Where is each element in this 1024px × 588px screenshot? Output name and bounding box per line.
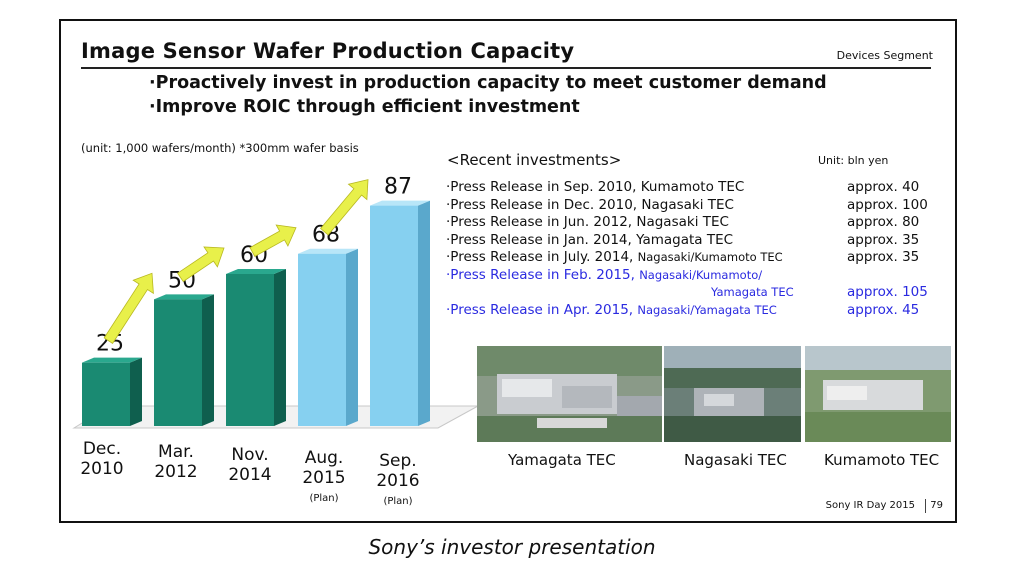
bar-side [202, 294, 214, 426]
investment-text: ·Press Release in Dec. 2010, Nagasaki TE… [446, 196, 734, 213]
investment-description: ·Press Release in Sep. 2010, Kumamoto TE… [446, 179, 744, 195]
investments-header: <Recent investments> [447, 151, 622, 169]
slide-title: Image Sensor Wafer Production Capacity [81, 39, 575, 63]
x-tick-label: Mar. [158, 442, 194, 462]
growth-arrow [103, 272, 154, 344]
bar [82, 362, 130, 426]
unit-note: (unit: 1,000 wafers/month) *300mm wafer … [81, 141, 359, 155]
kumamoto-photo [805, 346, 951, 442]
investment-row: ·Press Release in Dec. 2010, Nagasaki TE… [446, 197, 951, 215]
investment-text: ·Press Release in July. 2014, [446, 249, 638, 265]
investment-row: ·Press Release in Sep. 2010, Kumamoto TE… [446, 179, 951, 197]
investment-row: ·Press Release in Feb. 2015, Nagasaki/Ku… [446, 267, 951, 285]
investments-list: ·Press Release in Sep. 2010, Kumamoto TE… [446, 179, 951, 319]
x-tick-note: (Plan) [309, 493, 338, 504]
x-tick-label: Nov. [231, 445, 268, 465]
investment-description: ·Press Release in Jan. 2014, Yamagata TE… [446, 232, 733, 248]
page-number: 79 [930, 500, 943, 511]
bar-top [154, 294, 214, 300]
investment-row: ·Press Release in Jan. 2014, Yamagata TE… [446, 232, 951, 250]
investment-description: ·Press Release in Feb. 2015, Nagasaki/Ku… [446, 267, 762, 283]
x-tick-label: Dec. [83, 439, 121, 459]
bullet-1: ·Proactively invest in production capaci… [149, 73, 827, 93]
footer-separator [925, 499, 926, 513]
photo-label-nagasaki: Nagasaki TEC [684, 451, 787, 469]
investment-row: ·Press Release in Jun. 2012, Nagasaki TE… [446, 214, 951, 232]
investment-row: ·Press Release in July. 2014, Nagasaki/K… [446, 249, 951, 267]
investment-text: ·Press Release in Feb. 2015, [446, 266, 640, 283]
growth-arrow [249, 224, 297, 257]
bar-top [370, 200, 430, 206]
bar [298, 253, 346, 426]
investment-description: ·Press Release in Dec. 2010, Nagasaki TE… [446, 197, 734, 213]
investment-description: ·Press Release in Apr. 2015, Nagasaki/Ya… [446, 302, 777, 318]
x-tick-label: Aug. [305, 448, 344, 468]
nagasaki-photo [664, 346, 801, 442]
segment-label: Devices Segment [836, 49, 933, 62]
x-tick-label: 2014 [228, 465, 271, 485]
investment-amount: approx. 35 [847, 249, 920, 265]
photo-label-kumamoto: Kumamoto TEC [824, 451, 940, 469]
investment-row: ·Press Release in Apr. 2015, Nagasaki/Ya… [446, 302, 951, 320]
bar [226, 274, 274, 426]
investment-amount: approx. 45 [847, 301, 920, 318]
bar-value-label: 87 [384, 175, 412, 200]
investment-description: ·Press Release in Jun. 2012, Nagasaki TE… [446, 214, 729, 230]
bar-top [82, 357, 142, 363]
x-tick-note: (Plan) [383, 496, 412, 507]
capacity-bar-chart: 25Dec.201050Mar.201260Nov.201468Aug.2015… [72, 175, 479, 507]
investment-site: Nagasaki/Yamagata TEC [637, 302, 777, 317]
bar [154, 299, 202, 426]
x-tick-label: 2012 [154, 462, 197, 482]
investment-text: ·Press Release in Sep. 2010, Kumamoto TE… [446, 179, 745, 195]
figure-caption: Sony’s investor presentation [368, 535, 656, 559]
x-tick-label: 2016 [376, 471, 419, 491]
investment-description: Yamagata TEC [711, 284, 794, 300]
investment-text: ·Press Release in Jan. 2014, Yamagata TE… [446, 231, 734, 248]
title-underline [81, 67, 931, 69]
investment-site: Yamagata TEC [711, 285, 794, 299]
bar-side [130, 357, 142, 426]
investment-site: Nagasaki/Kumamoto/ [639, 267, 763, 282]
bar-side [346, 248, 358, 426]
bar-top [298, 248, 358, 254]
investments-unit: Unit: bln yen [818, 154, 889, 167]
growth-arrow [177, 246, 225, 283]
investment-site: Nagasaki/Kumamoto TEC [637, 250, 783, 264]
bar-side [418, 200, 430, 426]
investment-description: ·Press Release in July. 2014, Nagasaki/K… [446, 249, 783, 265]
investment-amount: approx. 80 [847, 214, 920, 230]
investment-text: ·Press Release in Apr. 2015, [446, 301, 638, 318]
x-tick-label: 2015 [302, 468, 345, 488]
investment-amount: approx. 35 [847, 231, 920, 248]
x-tick-label: 2010 [80, 459, 123, 479]
bar-side [274, 269, 286, 426]
slide: Image Sensor Wafer Production Capacity D… [59, 19, 957, 523]
investment-amount: approx. 100 [847, 196, 928, 213]
x-tick-label: Sep. [379, 451, 416, 471]
investment-text: ·Press Release in Jun. 2012, Nagasaki TE… [446, 214, 729, 230]
photo-label-yamagata: Yamagata TEC [508, 451, 616, 469]
bullet-2: ·Improve ROIC through efficient investme… [149, 97, 580, 117]
investment-amount: approx. 105 [847, 284, 928, 300]
footer-text: Sony IR Day 2015 [825, 500, 915, 511]
investment-amount: approx. 40 [847, 179, 920, 195]
bar-top [226, 269, 286, 274]
yamagata-photo [477, 346, 662, 442]
bar [370, 205, 418, 426]
investment-row: Yamagata TEC approx. 105 [446, 284, 951, 302]
growth-arrow [320, 179, 369, 236]
